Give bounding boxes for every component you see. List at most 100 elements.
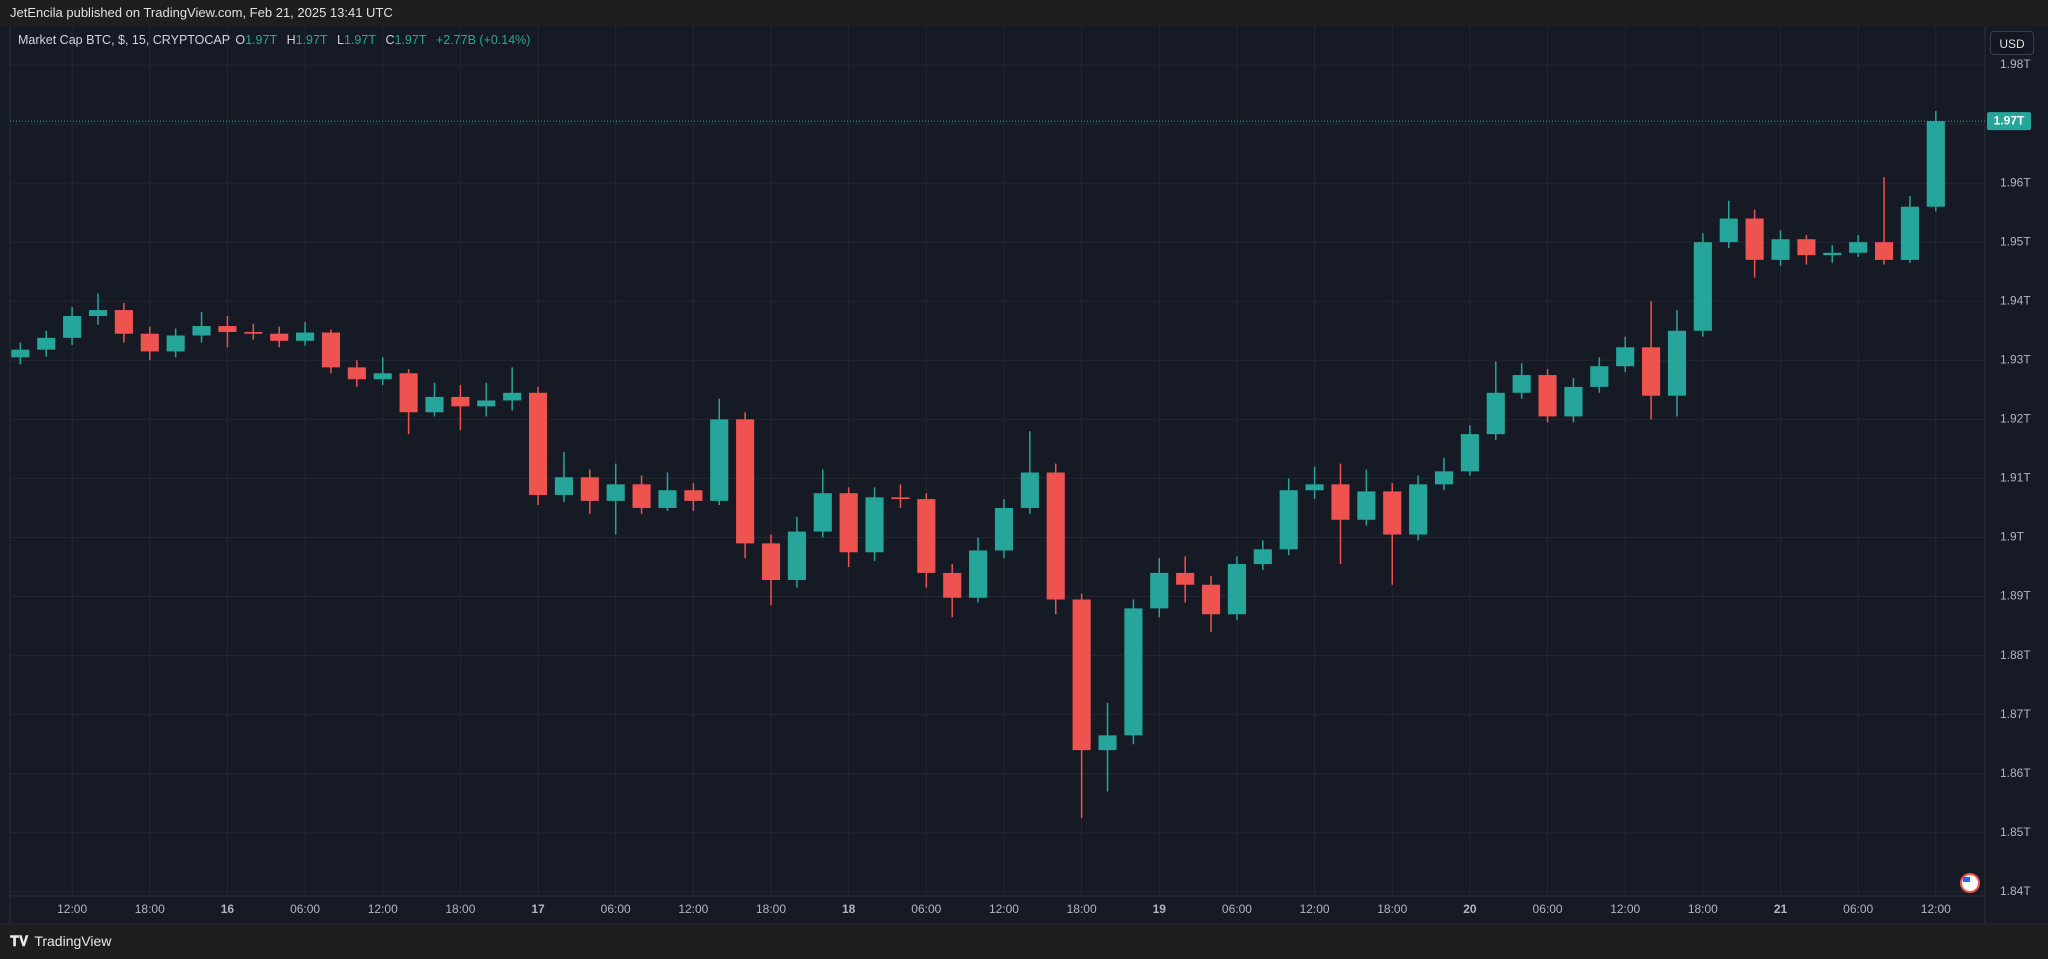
candle-body (1383, 491, 1402, 535)
x-tick-label: 18 (842, 902, 856, 916)
publish-header: JetEncila published on TradingView.com, … (0, 0, 2048, 26)
candle-body (1409, 484, 1428, 535)
candle-body (477, 400, 496, 407)
footer: 𝐓𝐕 TradingView (0, 924, 2048, 959)
candle-body (1227, 564, 1246, 615)
candle-body (1823, 252, 1842, 256)
x-tick-label: 18:00 (445, 902, 475, 916)
candle-body (943, 572, 962, 598)
open-label: O (235, 33, 246, 47)
candle-body (373, 373, 392, 380)
candle-body (865, 497, 884, 553)
chart: 1.84T 1.85T 1.86T 1.87T 1.88T 1.89T 1.9T 1.91T 1… (0, 26, 2048, 924)
candle-body (1020, 472, 1039, 508)
candle-body (658, 490, 677, 508)
low-value: 1.97T (344, 33, 376, 47)
legend: Market Cap BTC, $, 15, CRYPTOCAP O1.97T … (18, 33, 536, 47)
x-tick-label: 12:00 (1610, 902, 1640, 916)
candle-body (218, 326, 237, 332)
candle-body (1305, 484, 1324, 491)
x-tick-label: 12:00 (368, 902, 398, 916)
candle-body (787, 531, 806, 581)
logo: 𝐓𝐕 (10, 933, 29, 949)
x-tick-label: 06:00 (601, 902, 631, 916)
candle-body (839, 493, 858, 553)
candle-body (1900, 206, 1919, 260)
candle-body (1512, 375, 1531, 393)
y-tick-label: 1.89T (2000, 589, 2031, 603)
candle-body (1253, 549, 1272, 565)
x-tick-label: 18:00 (1688, 902, 1718, 916)
candle-body (503, 392, 522, 401)
candle-body (994, 507, 1014, 551)
candle-body (399, 373, 418, 413)
candle-body (969, 550, 988, 598)
candle-body (632, 484, 651, 508)
candle-body (1046, 472, 1065, 600)
high-label: H (286, 33, 296, 47)
y-tick-label: 1.95T (2000, 234, 2031, 248)
y-tick-label: 1.87T (2000, 707, 2031, 721)
candle-body (451, 396, 470, 407)
candle-body (1460, 434, 1479, 472)
open-value: 1.97T (245, 33, 278, 47)
candle-body (425, 396, 444, 413)
candle-body (1693, 242, 1712, 331)
candle-body (1719, 218, 1738, 243)
candle-body (270, 333, 289, 341)
last-price-box (1987, 112, 2031, 131)
candle-body (1072, 599, 1091, 751)
x-tick-label: 06:00 (1843, 902, 1873, 916)
y-tick-label: 1.88T (2000, 648, 2031, 662)
candle-body (1150, 572, 1169, 609)
currency-button[interactable]: USD (1990, 31, 2034, 55)
x-tick-label: 06:00 (911, 902, 941, 916)
candle-body (1564, 386, 1583, 417)
candle-body (684, 490, 703, 501)
x-tick-label: 17 (531, 902, 545, 916)
candle-body (1124, 608, 1143, 736)
candle-body (296, 332, 315, 341)
close-value: 1.97T (394, 33, 427, 47)
x-tick-label: 06:00 (1533, 902, 1563, 916)
candle-body (166, 335, 185, 352)
candle-body (347, 367, 366, 380)
candle-body (11, 349, 30, 358)
candle-body (192, 326, 211, 336)
market-flag (1960, 873, 1980, 893)
x-tick-label: 16 (221, 902, 235, 916)
market-flag-canton (1963, 877, 1970, 882)
x-tick-label: 18:00 (135, 902, 165, 916)
candle-body (1797, 239, 1816, 256)
x-tick-label: 19 (1153, 902, 1167, 916)
x-tick-label: 12:00 (1921, 902, 1951, 916)
y-tick-label: 1.94T (2000, 293, 2031, 307)
x-tick-label: 20 (1463, 902, 1477, 916)
candle-body (244, 331, 263, 334)
brand: TradingView (34, 933, 112, 949)
x-tick-label: 06:00 (1222, 902, 1252, 916)
x-tick-label: 06:00 (290, 902, 320, 916)
candle-body (554, 477, 573, 495)
candle-body (1926, 121, 1945, 207)
candle-body (1849, 242, 1868, 253)
candle-body (88, 310, 108, 316)
candle-body (1538, 375, 1557, 417)
candle-body (813, 493, 832, 532)
candle-body (1357, 491, 1376, 520)
candle-body (321, 332, 341, 368)
high-value: 1.97T (295, 33, 328, 47)
low-label: L (337, 33, 344, 47)
candle-body (1486, 392, 1505, 435)
candle-body (761, 543, 781, 581)
candle-body (891, 497, 910, 500)
x-tick-label: 21 (1774, 902, 1788, 916)
candle-body (606, 484, 625, 501)
candle-body (114, 310, 133, 334)
y-tick-label: 1.98T (2000, 57, 2031, 71)
candle-body (1331, 484, 1350, 520)
candle-body (580, 477, 599, 501)
x-tick-label: 18:00 (1067, 902, 1097, 916)
x-tick-label: 18:00 (1377, 902, 1407, 916)
y-tick-label: 1.91T (2000, 471, 2031, 485)
